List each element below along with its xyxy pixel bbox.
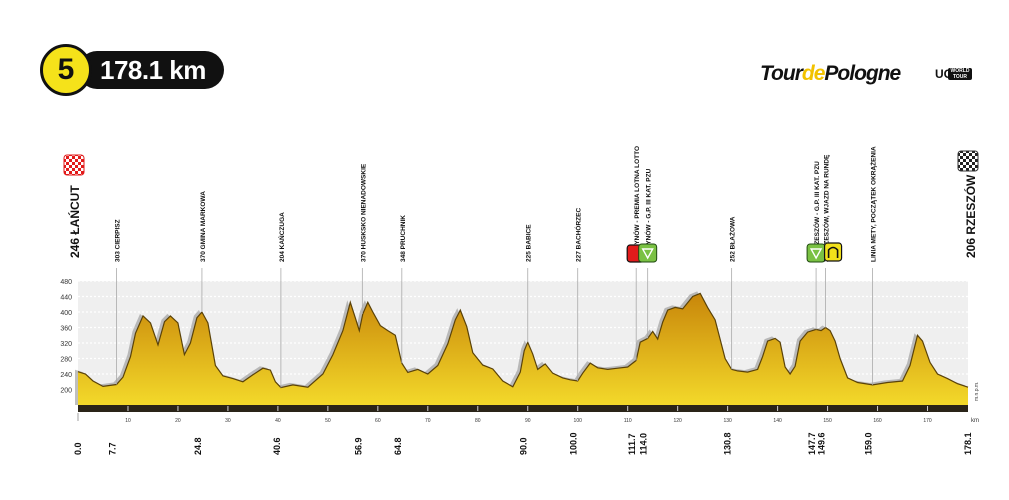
point-name-label: 254 DYNÓW - PREMIA LOTNA LOTTO bbox=[632, 146, 641, 262]
stage-distance: 178.1 km bbox=[100, 55, 206, 85]
kom-triangle-icon bbox=[809, 248, 823, 260]
x-tick-label: 10 bbox=[125, 418, 131, 424]
x-axis-label: km bbox=[971, 418, 979, 424]
x-tick-label: 80 bbox=[475, 418, 481, 424]
point-km-label: 147.7 bbox=[807, 432, 817, 455]
y-tick-label: 440 bbox=[60, 295, 72, 302]
start-flag-icon bbox=[63, 154, 85, 176]
point-name-label: 354 RZESZÓW - G.P. III KAT. PZU bbox=[812, 161, 821, 262]
x-tick-label: 60 bbox=[375, 418, 381, 424]
point-name-label: 370 HUSKSKO NIENADOWSKIE bbox=[360, 163, 367, 262]
point-name-label: 325 DYNÓW - G.P. III KAT. PZU bbox=[644, 168, 653, 262]
point-name-label: 227 BACHÓRZEC bbox=[574, 208, 583, 262]
profile-line bbox=[77, 292, 969, 389]
point-km-label: 111.7 bbox=[627, 433, 637, 455]
profile-area bbox=[78, 293, 968, 405]
logo-de: de bbox=[801, 62, 825, 85]
y-tick-label: 280 bbox=[60, 357, 72, 364]
point-name-label: 225 BABICE bbox=[526, 224, 533, 262]
start-town-label: 246 ŁAŃCUT bbox=[67, 185, 82, 258]
y-tick-label: 240 bbox=[60, 372, 72, 379]
tour-de-pologne-logo: TourdePologne UCI WORLD TOUR bbox=[760, 62, 972, 88]
y-tick-label: 480 bbox=[60, 279, 72, 286]
point-km-label: 149.6 bbox=[817, 432, 827, 455]
point-km-label: 56.9 bbox=[353, 437, 363, 455]
start-km-label: 0.0 bbox=[73, 442, 83, 455]
finish-km-label: 178.1 bbox=[963, 432, 973, 455]
point-km-label: 24.8 bbox=[193, 437, 203, 455]
y-tick-label: 400 bbox=[60, 310, 72, 317]
y-tick-label: 320 bbox=[60, 341, 72, 348]
x-tick-label: 120 bbox=[673, 418, 682, 424]
kom-triangle-icon bbox=[641, 248, 654, 260]
x-tick-label: 160 bbox=[873, 418, 882, 424]
stage-number: 5 bbox=[40, 44, 92, 96]
point-km-label: 100.0 bbox=[569, 432, 579, 455]
x-tick-label: 150 bbox=[823, 418, 832, 424]
y-tick-label: 360 bbox=[60, 326, 72, 333]
ground-bar bbox=[78, 405, 968, 412]
point-km-label: 40.6 bbox=[272, 437, 282, 455]
x-tick-label: 40 bbox=[275, 418, 281, 424]
point-km-label: 130.8 bbox=[723, 432, 733, 455]
logo-tour: Tour bbox=[760, 62, 803, 85]
bonus-loop-icon bbox=[823, 242, 843, 262]
loop-arrow-icon bbox=[827, 246, 839, 258]
point-km-label: 90.0 bbox=[519, 437, 529, 455]
distance-pill bbox=[78, 51, 224, 89]
y-axis-label: m.n.p.m. bbox=[974, 382, 980, 401]
point-km-label: 114.0 bbox=[639, 433, 649, 455]
point-name-label: 303 CIERPISZ bbox=[114, 219, 121, 262]
x-tick-label: 20 bbox=[175, 418, 181, 424]
y-tick-label: 200 bbox=[60, 388, 72, 395]
x-tick-label: 90 bbox=[525, 418, 531, 424]
x-tick-label: 110 bbox=[624, 418, 632, 424]
x-tick-label: 140 bbox=[773, 418, 782, 424]
point-km-label: 159.0 bbox=[864, 432, 874, 455]
point-name-label: 346 RZESZÓW, WJAZD NA RUNDĘ bbox=[822, 154, 831, 262]
point-name-label: 348 PRUCHNIK bbox=[400, 215, 407, 262]
x-tick-label: 50 bbox=[325, 418, 331, 424]
point-name-label: LINIA METY, POCZĄTEK OKRĄŻENIA bbox=[870, 146, 878, 262]
x-tick-label: 70 bbox=[425, 418, 431, 424]
finish-flag-icon bbox=[957, 150, 979, 172]
world-tour-badge: WORLD TOUR bbox=[948, 68, 972, 80]
point-name-label: 370 GMINA MARKOWA bbox=[200, 191, 207, 262]
x-tick-label: 130 bbox=[723, 418, 732, 424]
point-name-label: 252 BŁAŻOWA bbox=[729, 216, 737, 262]
point-km-label: 64.8 bbox=[393, 437, 403, 455]
point-km-label: 7.7 bbox=[107, 442, 117, 455]
x-tick-label: 30 bbox=[225, 418, 231, 424]
point-name-label: 204 KAŃCZUGA bbox=[277, 212, 286, 262]
logo-pologne: Pologne bbox=[824, 62, 901, 85]
x-tick-label: 170 bbox=[923, 418, 932, 424]
stage-badge: 5 178.1 km bbox=[40, 44, 224, 96]
finish-town-label: 206 RZESZÓW bbox=[963, 174, 978, 258]
x-tick-label: 100 bbox=[574, 418, 583, 424]
